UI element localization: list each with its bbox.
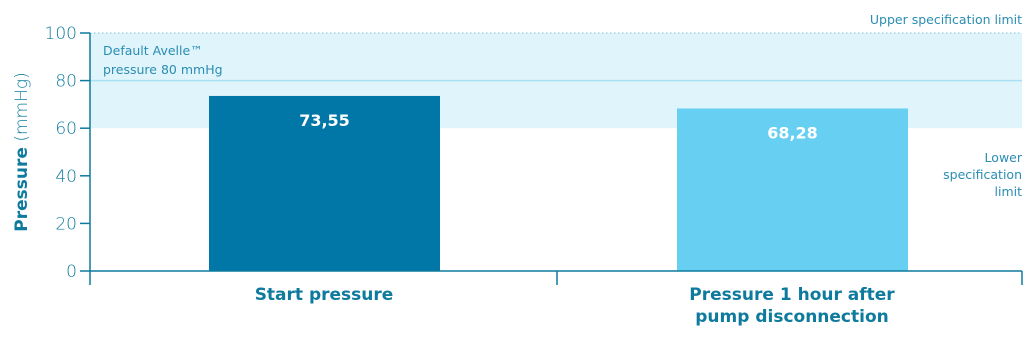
y-tick-label-80: 80 [55,72,77,92]
bar-value-label-2: 68,28 [767,123,818,142]
y-tick-label-60: 60 [55,119,77,139]
default-pressure-label: Default Avelle™ pressure 80 mmHg [103,43,223,77]
bar-2 [677,108,908,272]
bars-layer [209,95,908,272]
lower-specification-label: Lower specification limit [943,150,1023,199]
y-tick-label-100: 100 [45,24,77,44]
bar-value-label-1: 73,55 [299,111,350,130]
y-tick-label-0: 0 [66,262,77,282]
y-axis-label: Pressure (mmHg) [12,72,32,231]
upper-specification-label: Upper specification limit [870,12,1022,27]
axes-layer [80,32,1023,285]
y-tick-label-40: 40 [55,167,77,187]
labels-layer: 73,55 68,28 0 20 40 60 80 100 Start pressure Pres… [12,12,1023,327]
category-label-1: Start pressure [255,285,394,305]
bar-1 [209,95,440,272]
category-label-2: Pressure 1 hour after pump disconnection [689,285,895,327]
y-tick-label-20: 20 [55,214,77,234]
